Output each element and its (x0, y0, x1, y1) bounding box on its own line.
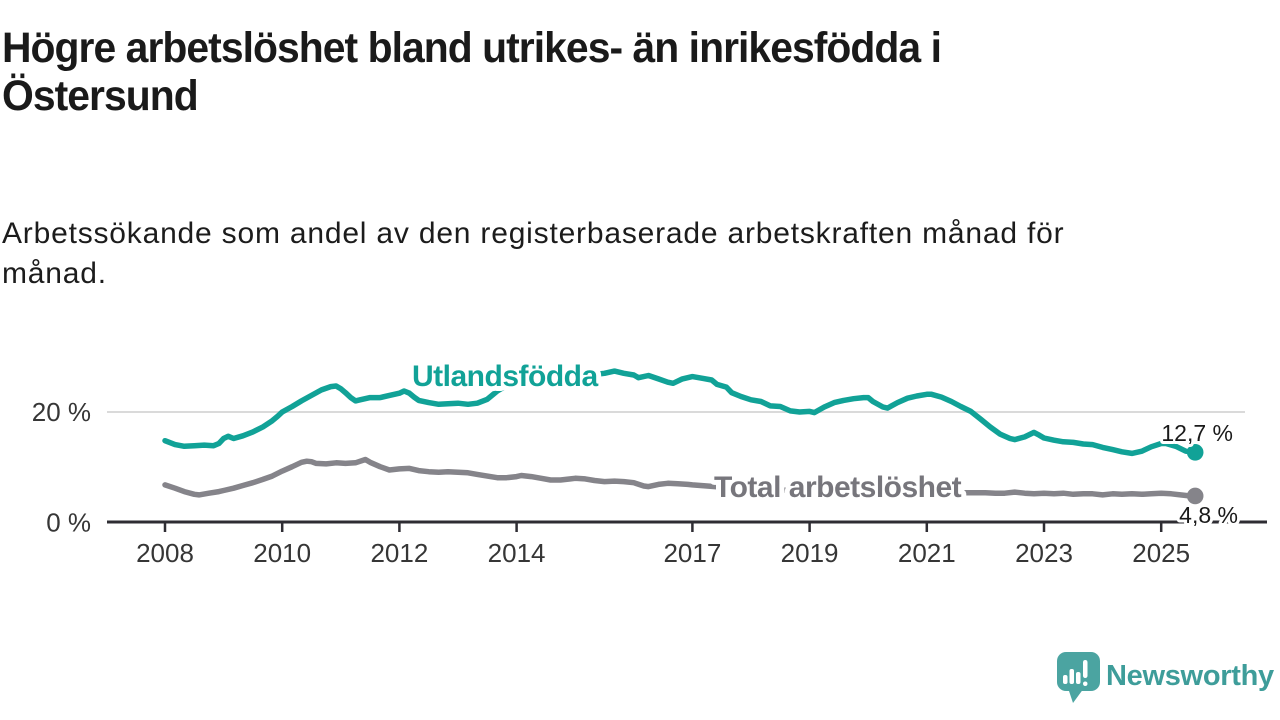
end-value-label-total: 4,8 % (1179, 502, 1238, 528)
x-tick-label-2008: 2008 (136, 538, 194, 568)
page-title-line1: Högre arbetslöshet bland utrikes- än inr… (2, 24, 942, 72)
page-subtitle: Arbetssökande som andel av den registerb… (2, 214, 1222, 294)
x-tick-label-2012: 2012 (370, 538, 428, 568)
brand-name: Newsworthy (1106, 660, 1274, 692)
series-end-dot-utlandsfodda (1186, 444, 1204, 461)
x-tick-label-2017: 2017 (663, 538, 721, 568)
x-tick-label-2021: 2021 (898, 538, 956, 568)
page-title: Högre arbetslöshet bland utrikes- än inr… (2, 24, 1280, 120)
series-line-utlandsfodda (162, 368, 1198, 457)
x-tick-label-2023: 2023 (1015, 538, 1073, 568)
newsworthy-logo: Newsworthy (1056, 650, 1280, 706)
x-tick-label-2025: 2025 (1132, 538, 1190, 568)
page-subtitle-line1: Arbetssökande som andel av den registerb… (2, 217, 1065, 250)
x-tick-label-2010: 2010 (253, 538, 311, 568)
series-label-utlandsfodda: Utlandsfödda (412, 360, 598, 393)
series-label-total: Total arbetslöshet (714, 471, 962, 504)
x-tick-label-2019: 2019 (781, 538, 839, 568)
y-tick-label-0: 0 % (46, 508, 91, 538)
series-end-dot-total (1186, 487, 1204, 505)
x-tick-label-2014: 2014 (488, 538, 546, 568)
end-value-label-utlandsfodda: 12,7 % (1161, 420, 1233, 446)
bar-chart-speech-bubble-icon (1057, 652, 1100, 703)
page-title-line2: Östersund (2, 72, 199, 120)
page-subtitle-line2: månad. (2, 257, 107, 290)
series-line-total (162, 456, 1198, 499)
y-tick-label-20: 20 % (32, 397, 91, 427)
